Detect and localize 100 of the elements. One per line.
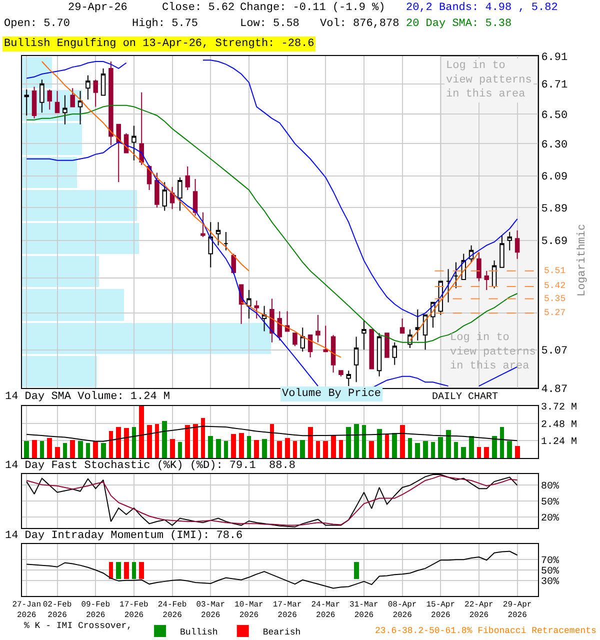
text: Change: -0.11 (-1.9 %) [240,2,386,14]
bar [254,440,259,458]
annotation: Log in to view patterns in this area [446,60,532,101]
text: High: 5.75 [132,18,198,30]
y-tick-label: 5.69 [541,236,568,248]
candlestick [346,370,351,387]
x-tick-label: 15-Apr 2026 [426,600,456,620]
bar [308,427,313,458]
bar [40,441,44,458]
bar [385,434,389,458]
candlestick [208,222,213,268]
bar [507,441,512,458]
bar [277,441,282,458]
candlestick [262,305,267,332]
x-tick-label: 31-Mar 2026 [350,600,379,620]
line-series [26,104,518,343]
candlestick [354,336,359,383]
bar [300,440,305,458]
bar [155,424,159,458]
bar [285,438,290,458]
legend-label: Bearish [262,628,301,638]
candlestick [139,92,144,166]
bar [339,440,343,458]
bar [22,190,137,221]
candlestick [392,342,397,366]
line-series [240,302,342,358]
ref-line-label: 5.27 [544,308,566,318]
chart-title: 14 Day SMA Volume: 1.24 M [5,391,170,403]
y-tick-label: 70% [541,556,560,568]
candlestick [514,230,520,260]
chart-title: 14 Day Fast Stochastic (%K) (%D): 79.1 88.8 [5,460,296,472]
candlestick [507,232,512,251]
bar [124,428,129,458]
candlestick [200,212,206,238]
text: Close: 5.62 [162,2,235,14]
text: 20,2 Bands: 4.98 , 5.82 [406,2,558,14]
bar [500,427,504,458]
legend-title: % K - IMI Crossover, [24,621,132,632]
text: Bullish Engulfing on 13-Apr-26, Strength: -28.6 [4,38,314,50]
candlestick [216,222,221,246]
y-tick-label: 50% [541,498,560,508]
chart-title: 14 Day Intraday Momentum (IMI): 78.6 [5,530,243,542]
candlestick [376,332,382,377]
bar [22,256,99,287]
candlestick [93,79,98,108]
candlestick [185,166,190,190]
text: 23.6-38.2-50-61.8% Fibonacci Retracements [375,626,596,636]
bar [178,442,182,458]
bar [147,425,152,458]
legend-label: Bullish [180,628,218,638]
bar [101,443,106,458]
candlestick [162,182,167,212]
y-tick-label: 6.91 [541,52,568,64]
bar [24,441,29,458]
bar [415,443,420,458]
bar [239,433,244,458]
candlestick [116,124,121,183]
bar [515,446,520,458]
ref-line-label: 5.51 [544,266,566,276]
bar [22,157,77,188]
text: 29-Apr-26 [68,2,128,14]
x-tick-label: 22-Apr 2026 [464,600,494,620]
x-tick-label: 10-Mar 2026 [234,600,264,620]
text: Vol: 876,878 [320,18,400,30]
candlestick [154,172,160,208]
candlestick [384,332,390,358]
candlestick [284,310,290,332]
bar [22,289,124,321]
candlestick [178,176,182,212]
bar [247,436,251,458]
candlestick [132,125,136,161]
ref-line-label: 5.42 [544,281,566,291]
candlestick [254,300,259,320]
candlestick [54,90,60,114]
candlestick [422,314,428,350]
bar [22,356,97,387]
ref-line-label: 5.35 [544,294,566,304]
bar [32,440,37,458]
candlestick [62,94,68,125]
y-tick-label: 50% [541,566,560,578]
bar [400,425,405,458]
candlestick [400,318,405,334]
candlestick [270,298,274,343]
candlestick [476,252,482,282]
line-series [26,426,518,442]
bar [423,441,428,458]
candlestick [484,270,490,290]
bar [346,427,351,458]
candlestick [323,325,328,352]
bar [170,439,175,458]
y-tick-label: 2.48 M [541,420,578,431]
bar [477,447,481,458]
bar [86,443,90,458]
bar [392,433,397,458]
candlestick [78,90,83,125]
candlestick [231,253,236,275]
candlestick [224,232,228,251]
bar [461,447,466,458]
bar [201,418,205,458]
bar [316,441,320,458]
